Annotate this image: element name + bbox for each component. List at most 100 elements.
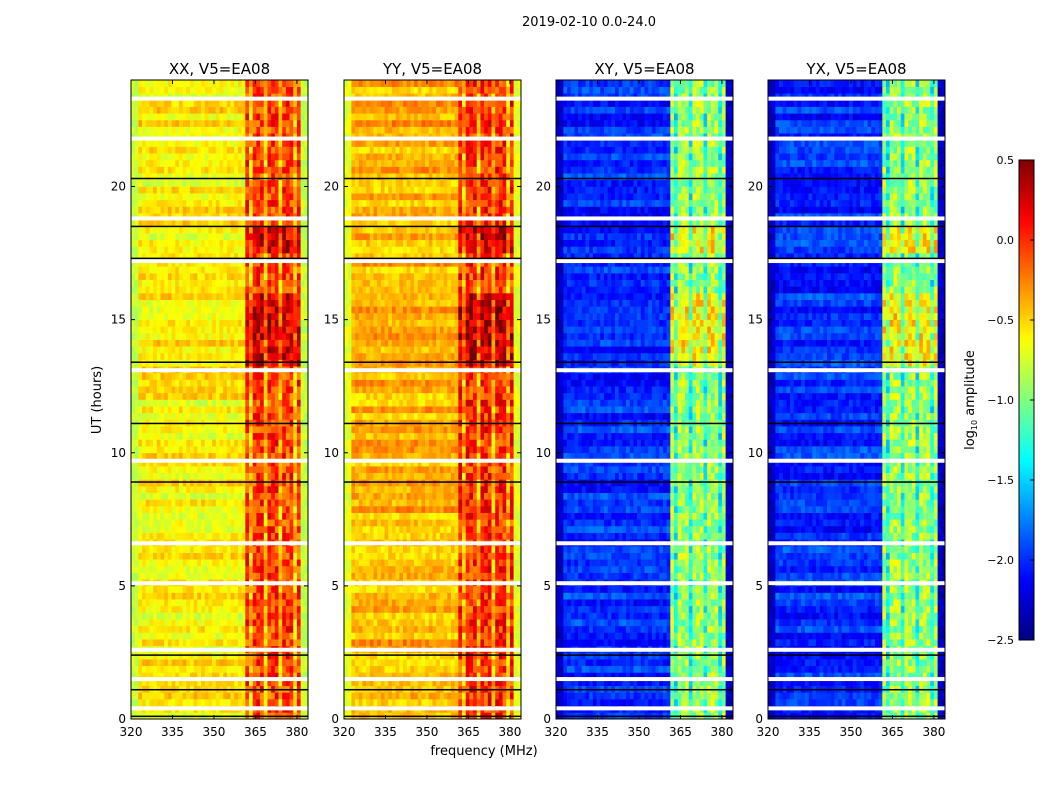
heatmap-cell: [304, 106, 309, 114]
heatmap-cell: [197, 359, 202, 367]
heatmap-cell: [145, 452, 150, 460]
heatmap-cell: [178, 545, 183, 553]
heatmap-cell: [278, 652, 283, 660]
heatmap-cell: [175, 352, 180, 360]
heatmap-cell: [230, 286, 235, 294]
heatmap-cell: [226, 286, 231, 294]
heatmap-cell: [149, 226, 154, 234]
heatmap-cell: [245, 239, 250, 247]
heatmap-cell: [256, 279, 261, 287]
heatmap-cell: [142, 306, 147, 314]
heatmap-cell: [160, 293, 165, 300]
heatmap-cell: [145, 679, 150, 687]
heatmap-cell: [274, 572, 279, 580]
heatmap-cell: [289, 386, 294, 394]
heatmap-cell: [138, 219, 143, 227]
heatmap-cell: [201, 159, 206, 167]
heatmap-cell: [226, 632, 231, 640]
heatmap-cell: [138, 565, 143, 573]
heatmap-cell: [223, 372, 228, 380]
heatmap-cell: [300, 559, 305, 567]
heatmap-cell: [282, 153, 287, 161]
heatmap-cell: [186, 525, 191, 533]
heatmap-cell: [245, 99, 250, 107]
heatmap-cell: [201, 499, 206, 507]
heatmap-cell: [160, 605, 165, 613]
heatmap-cell: [208, 226, 213, 234]
heatmap-cell: [300, 326, 305, 334]
heatmap-cell: [134, 652, 139, 660]
heatmap-cell: [278, 386, 283, 394]
heatmap-cell: [285, 439, 290, 447]
heatmap-cell: [145, 479, 150, 487]
heatmap-cell: [175, 359, 180, 367]
missing-data-gap: [131, 96, 308, 101]
heatmap-cell: [142, 459, 147, 467]
heatmap-cell: [190, 99, 194, 107]
heatmap-cell: [245, 126, 250, 134]
heatmap-cell: [160, 266, 165, 274]
heatmap-cell: [160, 472, 165, 480]
heatmap-cell: [186, 339, 191, 347]
heatmap-cell: [252, 339, 257, 347]
heatmap-cell: [193, 173, 198, 181]
heatmap-cell: [293, 173, 298, 181]
heatmap-cell: [293, 412, 298, 420]
heatmap-cell: [274, 472, 279, 480]
heatmap-cell: [142, 279, 147, 287]
heatmap-cell: [245, 86, 250, 94]
heatmap-cell: [245, 519, 250, 527]
heatmap-cell: [134, 153, 139, 161]
heatmap-cell: [282, 499, 287, 507]
heatmap-cell: [138, 545, 143, 553]
heatmap-cell: [182, 166, 187, 174]
heatmap-cell: [249, 459, 253, 467]
heatmap-cell: [304, 446, 309, 454]
heatmap-cell: [274, 492, 279, 500]
heatmap-cell: [417, 692, 422, 700]
heatmap-cell: [263, 472, 268, 480]
heatmap-cell: [223, 406, 228, 414]
heatmap-cell: [285, 572, 290, 580]
heatmap-cell: [149, 386, 154, 394]
heatmap-cell: [193, 146, 198, 154]
heatmap-cell: [260, 326, 265, 334]
heatmap-cell: [230, 426, 235, 434]
heatmap-cell: [256, 599, 261, 607]
heatmap-cell: [300, 672, 305, 680]
heatmap-cell: [186, 119, 191, 127]
heatmap-cell: [175, 266, 180, 274]
heatmap-cell: [304, 139, 309, 147]
heatmap-cell: [282, 652, 287, 660]
heatmap-cell: [186, 699, 191, 706]
heatmap-cell: [171, 166, 176, 174]
heatmap-cell: [296, 332, 301, 340]
heatmap-cell: [219, 552, 224, 560]
heatmap-cell: [153, 619, 158, 627]
heatmap-cell: [252, 259, 257, 267]
heatmap-cell: [145, 99, 150, 107]
heatmap-cell: [190, 446, 194, 454]
heatmap-cell: [142, 532, 147, 540]
heatmap-cell: [171, 399, 176, 407]
heatmap-cell: [138, 199, 143, 207]
heatmap-cell: [182, 545, 187, 553]
heatmap-cell: [296, 699, 301, 706]
heatmap-cell: [167, 359, 172, 367]
heatmap-cell: [149, 632, 154, 640]
heatmap-cell: [186, 352, 191, 360]
heatmap-cell: [263, 319, 268, 327]
heatmap-cell: [245, 525, 250, 533]
heatmap-cell: [289, 486, 294, 493]
heatmap-cell: [267, 259, 272, 267]
heatmap-cell: [149, 379, 154, 387]
heatmap-cell: [300, 239, 305, 247]
heatmap-cell: [263, 486, 268, 493]
heatmap-cell: [282, 486, 287, 493]
heatmap-cell: [237, 412, 242, 420]
heatmap-cell: [219, 439, 224, 447]
heatmap-cell: [190, 153, 194, 161]
heatmap-cell: [300, 372, 305, 380]
heatmap-cell: [138, 625, 143, 633]
heatmap-cell: [293, 219, 298, 227]
